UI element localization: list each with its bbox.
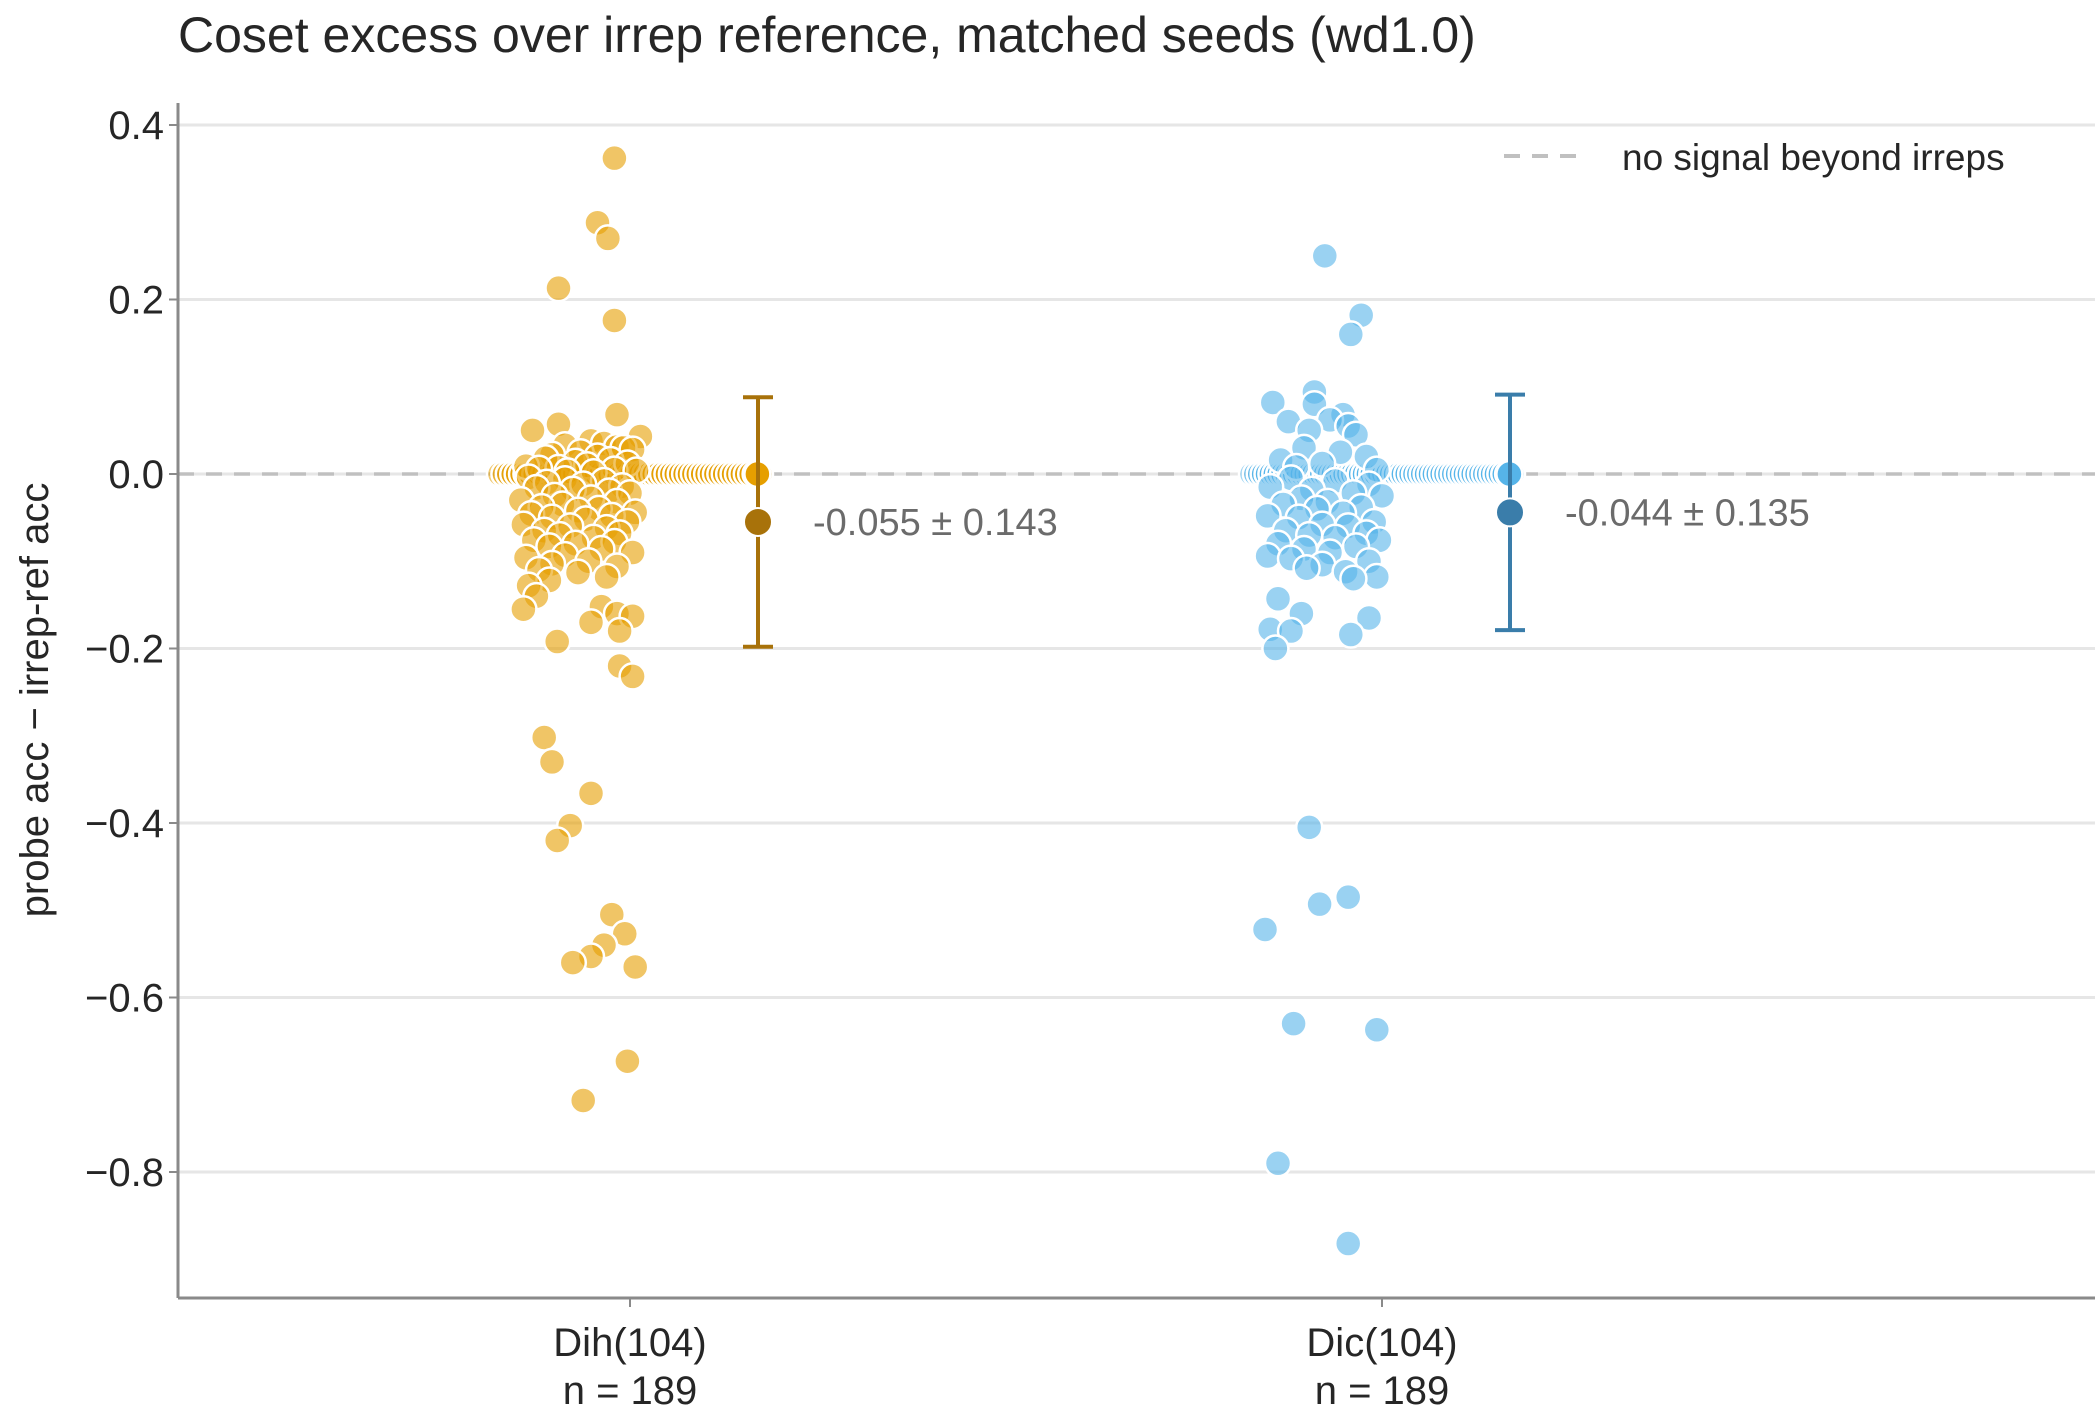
mean-annotation: -0.044 ± 0.135 bbox=[1565, 492, 1810, 534]
data-point bbox=[592, 562, 621, 592]
data-point bbox=[620, 952, 650, 982]
x-tick-label: Dih(104) bbox=[553, 1321, 706, 1365]
y-axis-label: probe acc − irrep-ref acc bbox=[13, 483, 57, 918]
data-point bbox=[1253, 501, 1282, 531]
data-point bbox=[568, 1086, 598, 1115]
data-point bbox=[1263, 1149, 1293, 1178]
data-point bbox=[544, 273, 573, 303]
y-tick-label: 0.4 bbox=[108, 104, 164, 148]
data-point bbox=[1362, 1015, 1392, 1045]
data-point bbox=[563, 558, 593, 587]
data-point bbox=[576, 779, 606, 808]
data-point bbox=[1294, 813, 1324, 842]
data-point bbox=[558, 948, 588, 977]
data-point bbox=[1305, 889, 1334, 919]
x-tick-n-label: n = 189 bbox=[563, 1369, 698, 1410]
data-point bbox=[518, 416, 547, 445]
data-point bbox=[600, 143, 629, 173]
y-tick-label: 0.0 bbox=[108, 453, 164, 497]
data-point bbox=[593, 224, 623, 253]
data-point bbox=[1279, 1009, 1308, 1038]
data-point bbox=[1261, 634, 1290, 663]
data-point bbox=[537, 747, 567, 777]
legend: no signal beyond irreps bbox=[1504, 137, 2005, 178]
data-point bbox=[613, 1046, 642, 1076]
grid-layer bbox=[178, 123, 2095, 1174]
data-point bbox=[1250, 915, 1280, 944]
data-point bbox=[1263, 584, 1293, 614]
data-point bbox=[1258, 388, 1288, 417]
data-point bbox=[1292, 553, 1321, 583]
legend-label: no signal beyond irreps bbox=[1622, 137, 2005, 178]
data-point bbox=[1336, 620, 1366, 649]
data-point bbox=[597, 900, 627, 929]
data-point bbox=[1333, 882, 1363, 912]
data-point bbox=[1336, 320, 1366, 349]
data-point bbox=[542, 627, 572, 656]
y-tick-label: −0.4 bbox=[85, 802, 164, 846]
summary-layer: -0.055 ± 0.143 -0.044 ± 0.135 bbox=[743, 392, 1810, 649]
y-tick-label: −0.8 bbox=[85, 1151, 164, 1195]
data-point bbox=[1354, 603, 1384, 633]
data-point bbox=[602, 400, 632, 429]
data-point bbox=[1253, 541, 1282, 571]
data-point bbox=[618, 662, 647, 691]
mean-marker bbox=[1495, 497, 1525, 528]
mean-annotation: -0.055 ± 0.143 bbox=[813, 502, 1058, 544]
data-point bbox=[600, 306, 629, 335]
data-point bbox=[529, 723, 559, 752]
x-tick-label: Dic(104) bbox=[1306, 1321, 1457, 1365]
y-tick-label: −0.6 bbox=[85, 977, 164, 1021]
y-tick-label: 0.2 bbox=[108, 279, 164, 323]
chart-title: Coset excess over irrep reference, match… bbox=[178, 7, 1476, 63]
data-point bbox=[605, 616, 634, 646]
points-layer bbox=[485, 143, 1527, 1258]
data-point bbox=[509, 594, 538, 624]
data-point bbox=[1362, 562, 1392, 592]
data-point bbox=[1339, 564, 1368, 593]
data-point bbox=[576, 608, 606, 637]
mean-marker bbox=[743, 506, 773, 537]
data-point bbox=[542, 826, 572, 855]
y-tick-label: −0.2 bbox=[85, 628, 164, 672]
x-tick-n-label: n = 189 bbox=[1315, 1369, 1450, 1410]
data-point bbox=[1310, 241, 1340, 271]
data-point bbox=[1333, 1229, 1363, 1258]
